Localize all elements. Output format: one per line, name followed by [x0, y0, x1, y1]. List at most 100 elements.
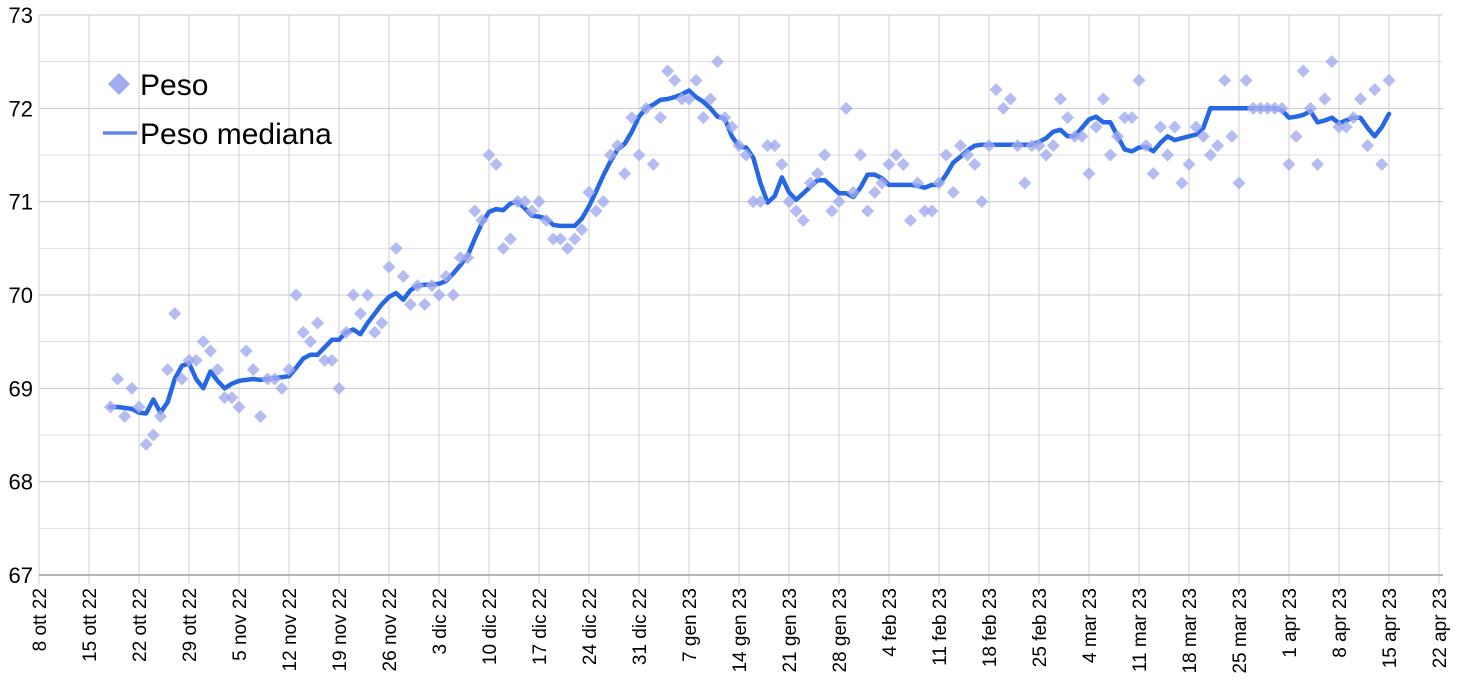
peso-data-point[interactable]	[1139, 139, 1153, 153]
peso-data-point[interactable]	[232, 400, 246, 414]
peso-data-point[interactable]	[225, 391, 239, 405]
peso-data-point[interactable]	[1118, 111, 1132, 125]
peso-data-point[interactable]	[318, 353, 332, 367]
peso-data-point[interactable]	[911, 176, 925, 190]
peso-data-point[interactable]	[661, 64, 675, 78]
peso-data-point[interactable]	[175, 372, 189, 386]
peso-data-point[interactable]	[1053, 92, 1067, 106]
peso-data-point[interactable]	[1096, 92, 1110, 106]
peso-data-point[interactable]	[968, 157, 982, 171]
peso-data-point[interactable]	[1061, 111, 1075, 125]
peso-data-point[interactable]	[1346, 111, 1360, 125]
peso-data-point[interactable]	[425, 279, 439, 293]
peso-data-point[interactable]	[1289, 129, 1303, 143]
peso-data-point[interactable]	[818, 148, 832, 162]
peso-data-point[interactable]	[553, 232, 567, 246]
peso-data-point[interactable]	[1196, 129, 1210, 143]
peso-data-point[interactable]	[1303, 101, 1317, 115]
peso-data-point[interactable]	[746, 195, 760, 209]
peso-data-point[interactable]	[675, 92, 689, 106]
peso-data-point[interactable]	[189, 353, 203, 367]
peso-data-point[interactable]	[882, 157, 896, 171]
peso-data-point[interactable]	[546, 232, 560, 246]
peso-data-point[interactable]	[1146, 167, 1160, 181]
peso-data-point[interactable]	[718, 111, 732, 125]
peso-data-point[interactable]	[596, 195, 610, 209]
peso-data-point[interactable]	[1261, 101, 1275, 115]
peso-data-point[interactable]	[432, 288, 446, 302]
peso-data-point[interactable]	[861, 204, 875, 218]
peso-data-point[interactable]	[1153, 120, 1167, 134]
peso-data-point[interactable]	[153, 409, 167, 423]
peso-data-point[interactable]	[1103, 148, 1117, 162]
peso-data-point[interactable]	[1361, 139, 1375, 153]
peso-data-point[interactable]	[703, 92, 717, 106]
peso-data-point[interactable]	[1253, 101, 1267, 115]
peso-data-point[interactable]	[511, 195, 525, 209]
peso-data-point[interactable]	[1203, 148, 1217, 162]
peso-data-point[interactable]	[989, 83, 1003, 97]
peso-data-point[interactable]	[1375, 157, 1389, 171]
peso-data-point[interactable]	[146, 428, 160, 442]
peso-data-point[interactable]	[632, 148, 646, 162]
peso-data-point[interactable]	[561, 241, 575, 255]
peso-data-point[interactable]	[532, 195, 546, 209]
peso-data-point[interactable]	[932, 176, 946, 190]
peso-data-point[interactable]	[461, 251, 475, 265]
peso-data-point[interactable]	[1232, 176, 1246, 190]
peso-data-point[interactable]	[1132, 73, 1146, 87]
peso-data-point[interactable]	[253, 409, 267, 423]
peso-data-point[interactable]	[939, 148, 953, 162]
peso-data-point[interactable]	[503, 232, 517, 246]
peso-data-point[interactable]	[1011, 139, 1025, 153]
peso-data-point[interactable]	[482, 148, 496, 162]
peso-data-point[interactable]	[125, 381, 139, 395]
peso-data-point[interactable]	[475, 213, 489, 227]
peso-data-point[interactable]	[975, 195, 989, 209]
peso-data-point[interactable]	[1175, 176, 1189, 190]
peso-data-point[interactable]	[453, 251, 467, 265]
peso-data-point[interactable]	[1282, 157, 1296, 171]
peso-data-point[interactable]	[839, 101, 853, 115]
peso-data-point[interactable]	[725, 120, 739, 134]
peso-data-point[interactable]	[1311, 157, 1325, 171]
peso-data-point[interactable]	[1211, 139, 1225, 153]
peso-data-point[interactable]	[1075, 129, 1089, 143]
peso-data-point[interactable]	[368, 325, 382, 339]
peso-data-point[interactable]	[953, 139, 967, 153]
peso-data-point[interactable]	[1003, 92, 1017, 106]
peso-data-point[interactable]	[332, 381, 346, 395]
peso-data-point[interactable]	[411, 279, 425, 293]
peso-data-point[interactable]	[589, 204, 603, 218]
peso-data-point[interactable]	[239, 344, 253, 358]
peso-data-point[interactable]	[282, 363, 296, 377]
peso-data-point[interactable]	[761, 139, 775, 153]
peso-data-point[interactable]	[868, 185, 882, 199]
peso-data-point[interactable]	[1339, 120, 1353, 134]
peso-data-point[interactable]	[668, 73, 682, 87]
peso-data-point[interactable]	[1318, 92, 1332, 106]
peso-data-point[interactable]	[468, 204, 482, 218]
peso-data-point[interactable]	[303, 335, 317, 349]
peso-data-point[interactable]	[382, 260, 396, 274]
peso-data-point[interactable]	[575, 223, 589, 237]
peso-data-point[interactable]	[611, 139, 625, 153]
peso-data-point[interactable]	[325, 353, 339, 367]
peso-data-point[interactable]	[246, 363, 260, 377]
peso-data-point[interactable]	[203, 344, 217, 358]
peso-data-point[interactable]	[1218, 73, 1232, 87]
peso-data-point[interactable]	[1332, 120, 1346, 134]
peso-data-point[interactable]	[396, 269, 410, 283]
peso-data-point[interactable]	[1046, 139, 1060, 153]
peso-data-point[interactable]	[132, 400, 146, 414]
peso-data-point[interactable]	[1325, 55, 1339, 69]
legend-item-peso[interactable]: Peso	[108, 69, 208, 102]
peso-data-point[interactable]	[1275, 101, 1289, 115]
peso-data-point[interactable]	[353, 307, 367, 321]
peso-data-point[interactable]	[1225, 129, 1239, 143]
peso-data-point[interactable]	[946, 185, 960, 199]
peso-data-point[interactable]	[775, 157, 789, 171]
peso-data-point[interactable]	[261, 372, 275, 386]
peso-data-point[interactable]	[603, 148, 617, 162]
peso-data-point[interactable]	[1246, 101, 1260, 115]
